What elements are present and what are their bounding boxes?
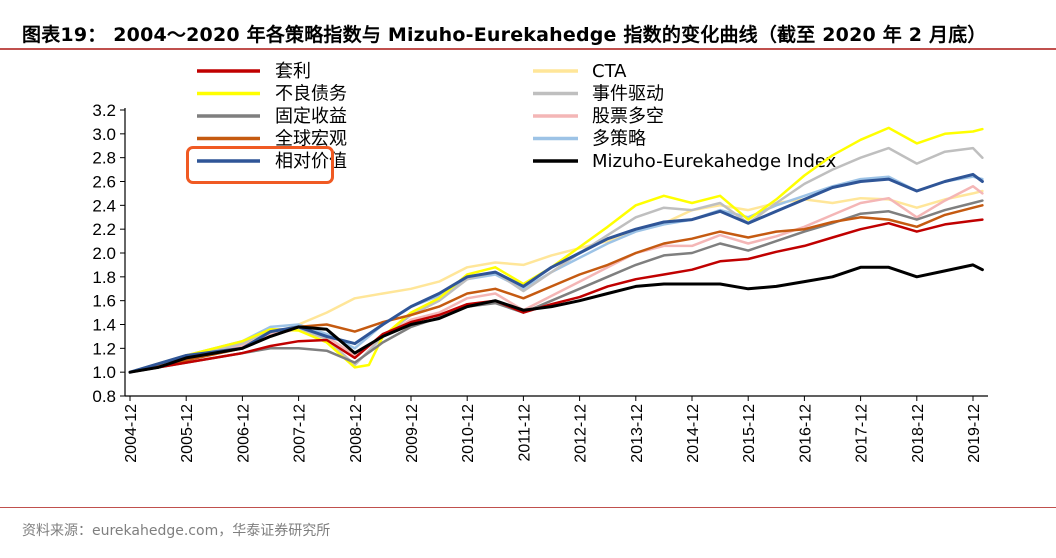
series-line: [128, 218, 984, 374]
x-tick-label: 2011-12: [516, 404, 533, 462]
x-tick-label: 2013-12: [629, 404, 646, 463]
legend-label: CTA: [592, 61, 627, 82]
x-axis: 2004-12 2005-12 2006-12 2007-12 2008-12 2009-…: [123, 395, 988, 463]
source-note: 资料来源：eurekahedge.com，华泰证券研究所: [22, 523, 331, 539]
series-line: [128, 185, 984, 374]
series-layer: [128, 126, 984, 374]
legend-label: 固定收益: [275, 106, 347, 127]
x-tick-label: 2019-12: [966, 404, 983, 463]
x-tick-label: 2015-12: [741, 404, 758, 463]
y-tick-label: 2.0: [92, 244, 116, 263]
series-line: [128, 204, 984, 374]
y-tick-label: 1.8: [92, 268, 116, 287]
x-tick-label: 2018-12: [910, 404, 927, 463]
legend-label: 不良债务: [275, 84, 347, 105]
series-line: [128, 172, 984, 374]
x-tick-label: 2014-12: [685, 404, 702, 463]
y-tick-label: 1.6: [92, 292, 116, 311]
y-tick-label: 1.0: [92, 363, 116, 382]
y-tick-label: 2.2: [92, 220, 116, 239]
x-tick-label: 2009-12: [404, 404, 421, 463]
y-axis: 0.8 1.0 1.2 1.4 1.6 1.8 2.0 2.2 2.4 2.6 2.8 3.0 3.2: [92, 101, 126, 406]
series-line: [128, 126, 984, 374]
y-tick-label: 3.0: [92, 125, 116, 144]
highlight-box: [186, 146, 334, 184]
series-line: [128, 175, 984, 374]
x-tick-label: 2008-12: [348, 404, 365, 463]
x-tick-label: 2016-12: [797, 404, 814, 463]
y-tick-label: 3.2: [92, 101, 116, 120]
series-line: [128, 263, 984, 374]
chart-title: 图表19： 2004～2020 年各策略指数与 Mizuho-Eurekahed…: [22, 24, 987, 46]
legend-label: 套利: [275, 61, 311, 82]
source-divider: [0, 507, 1056, 508]
title-bar: 图表19： 2004～2020 年各策略指数与 Mizuho-Eurekahed…: [0, 0, 1056, 46]
legend-label: 全球宏观: [275, 129, 347, 150]
y-tick-label: 0.8: [92, 387, 116, 406]
legend-label: Mizuho-Eurekahedge Index: [592, 151, 837, 172]
legend-label: 相对价值: [275, 151, 347, 172]
y-tick-label: 2.8: [92, 149, 116, 168]
x-tick-label: 2017-12: [854, 404, 871, 463]
x-tick-label: 2004-12: [123, 404, 140, 463]
x-tick-label: 2006-12: [235, 404, 252, 463]
y-tick-label: 2.4: [92, 196, 116, 215]
title-divider: [0, 48, 1056, 50]
x-tick-label: 2007-12: [292, 404, 309, 463]
y-tick-label: 1.4: [92, 316, 116, 335]
legend-label: 股票多空: [592, 106, 664, 127]
x-tick-label: 2010-12: [460, 404, 477, 463]
x-tick-label: 2005-12: [179, 404, 196, 463]
series-line: [128, 199, 984, 374]
y-tick-label: 1.2: [92, 339, 116, 358]
legend-label: 事件驱动: [592, 84, 664, 105]
x-tick-label: 2012-12: [573, 404, 590, 463]
series-line: [128, 146, 984, 374]
legend-label: 多策略: [592, 129, 646, 150]
y-tick-label: 2.6: [92, 173, 116, 192]
